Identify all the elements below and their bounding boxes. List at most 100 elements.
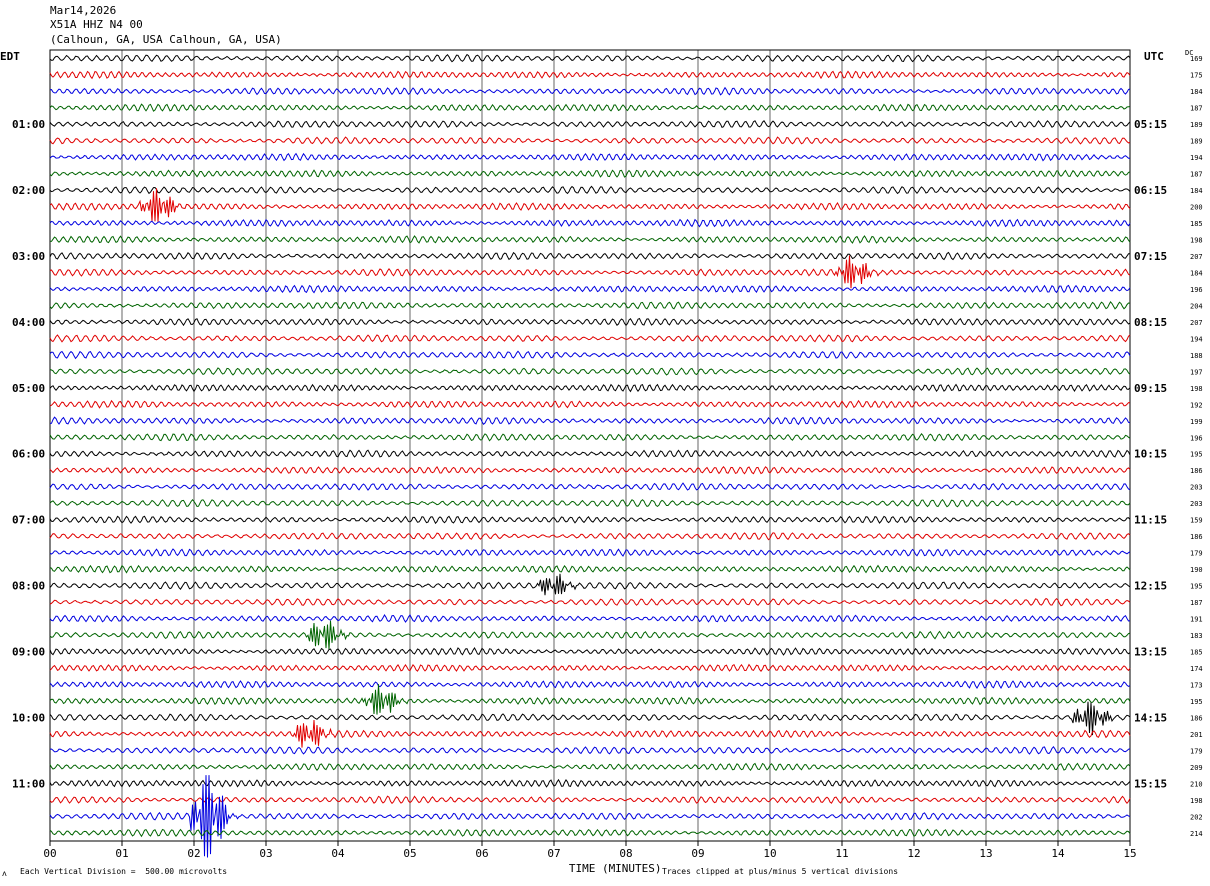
- dc-offset-label: 188: [1190, 352, 1203, 360]
- dc-offset-label: 209: [1190, 764, 1203, 772]
- seismic-trace: [49, 613, 1131, 623]
- clip-note: Traces clipped at plus/minus 5 vertical …: [662, 867, 899, 876]
- right-timezone-label: UTC: [1144, 50, 1164, 63]
- dc-offset-label: 187: [1190, 171, 1203, 179]
- seismic-trace: [49, 573, 1131, 596]
- dc-offset-label: 186: [1190, 467, 1203, 475]
- dc-offset-label: 194: [1190, 335, 1203, 343]
- dc-offset-label: 189: [1190, 121, 1203, 129]
- seismic-trace: [49, 498, 1131, 508]
- seismic-trace: [49, 684, 1131, 715]
- seismic-trace: [49, 70, 1131, 80]
- seismic-trace: [49, 775, 1131, 858]
- seismic-trace: [49, 255, 1131, 289]
- seismic-trace: [49, 680, 1131, 689]
- seismic-trace: [49, 301, 1131, 310]
- seismic-trace: [49, 548, 1131, 557]
- dc-offset-label: 198: [1190, 797, 1203, 805]
- x-tick-label: 00: [43, 847, 56, 860]
- x-tick-label: 06: [475, 847, 488, 860]
- left-hour-label: 11:00: [12, 777, 45, 790]
- dc-offset-label: 207: [1190, 253, 1203, 261]
- seismic-trace: [49, 235, 1131, 244]
- seismic-trace: [49, 120, 1131, 129]
- dc-offset-label: 207: [1190, 319, 1203, 327]
- right-hour-label: 13:15: [1134, 645, 1167, 658]
- plot-frame: [49, 49, 1131, 842]
- right-hour-label: 09:15: [1134, 382, 1167, 395]
- right-hour-label: 10:15: [1134, 448, 1167, 461]
- dc-offset-label: 184: [1190, 88, 1203, 96]
- x-tick-label: 09: [691, 847, 704, 860]
- dc-offset-label: 183: [1190, 632, 1203, 640]
- x-tick-label: 11: [835, 847, 848, 860]
- dc-offset-label: 184: [1190, 187, 1203, 195]
- left-hour-label: 03:00: [12, 250, 45, 263]
- x-tick-label: 15: [1123, 847, 1136, 860]
- seismic-trace: [49, 778, 1131, 788]
- seismic-trace: [49, 432, 1131, 442]
- dc-offset-label: 203: [1190, 484, 1203, 492]
- seismic-trace: [49, 367, 1131, 376]
- seismic-trace: [49, 701, 1131, 736]
- left-hour-label: 05:00: [12, 382, 45, 395]
- left-hour-label: 01:00: [12, 118, 45, 131]
- x-tick-label: 04: [331, 847, 345, 860]
- seismic-trace: [49, 251, 1130, 261]
- seismic-trace: [49, 53, 1131, 63]
- x-tick-label: 10: [763, 847, 776, 860]
- dc-offset-label: 202: [1190, 813, 1203, 821]
- seismic-trace: [49, 169, 1131, 178]
- dc-offset-label: 198: [1190, 237, 1203, 245]
- scale-note: Each Vertical Division = 500.00 microvol…: [20, 867, 228, 876]
- dc-offset-label: 186: [1190, 533, 1203, 541]
- dc-offset-label: 195: [1190, 451, 1203, 459]
- seismic-trace: [49, 647, 1131, 656]
- axis-labels: 00 01 02 03 04 05 06 07 08 09 10 11 12 13 14 15 TIME (MI…: [12, 55, 1203, 875]
- seismic-trace: [49, 399, 1131, 409]
- seismic-trace: [49, 449, 1131, 459]
- dc-offset-label: 169: [1190, 55, 1203, 63]
- seismic-trace: [49, 136, 1131, 145]
- dc-offset-label: 192: [1190, 401, 1203, 409]
- dc-offset-label: 191: [1190, 616, 1203, 624]
- seismic-trace: [49, 350, 1131, 360]
- x-tick-label: 01: [115, 847, 128, 860]
- corner-mark: ᴧ: [2, 869, 7, 878]
- x-tick-label: 02: [187, 847, 200, 860]
- dc-offset-label: 175: [1190, 72, 1203, 80]
- seismic-trace: [49, 482, 1131, 491]
- right-hour-label: 12:15: [1134, 580, 1167, 593]
- dc-offset-label: 190: [1190, 566, 1203, 574]
- dc-offset-label: 174: [1190, 665, 1203, 673]
- x-tick-label: 05: [403, 847, 416, 860]
- seismic-trace: [49, 663, 1131, 673]
- dc-offset-label: 184: [1190, 269, 1203, 277]
- left-hour-label: 10:00: [12, 711, 45, 724]
- x-tick-label: 12: [907, 847, 920, 860]
- dc-offset-label: 179: [1190, 747, 1203, 755]
- dc-offset-label: 187: [1190, 105, 1203, 113]
- dc-column-label: DC: [1185, 49, 1194, 57]
- dc-offset-label: 194: [1190, 154, 1203, 162]
- seismic-trace: [49, 317, 1131, 327]
- dc-offset-label: 186: [1190, 714, 1203, 722]
- seismic-trace: [49, 188, 1131, 222]
- seismic-trace: [49, 719, 1131, 748]
- left-timezone-label: EDT: [0, 50, 20, 63]
- seismic-trace: [49, 828, 1131, 838]
- seismic-trace: [49, 103, 1131, 112]
- dc-offset-label: 197: [1190, 368, 1203, 376]
- seismic-trace: [49, 152, 1130, 162]
- seismic-trace: [49, 284, 1131, 294]
- seismic-trace: [49, 597, 1131, 607]
- seismic-trace: [49, 515, 1131, 525]
- dc-offset-label: 185: [1190, 648, 1203, 656]
- x-tick-label: 14: [1051, 847, 1065, 860]
- dc-offset-label: 210: [1190, 780, 1203, 788]
- record-date: Mar14,2026: [50, 4, 117, 17]
- seismic-trace: [49, 795, 1131, 805]
- left-hour-label: 08:00: [12, 580, 45, 593]
- seismic-trace: [49, 383, 1131, 393]
